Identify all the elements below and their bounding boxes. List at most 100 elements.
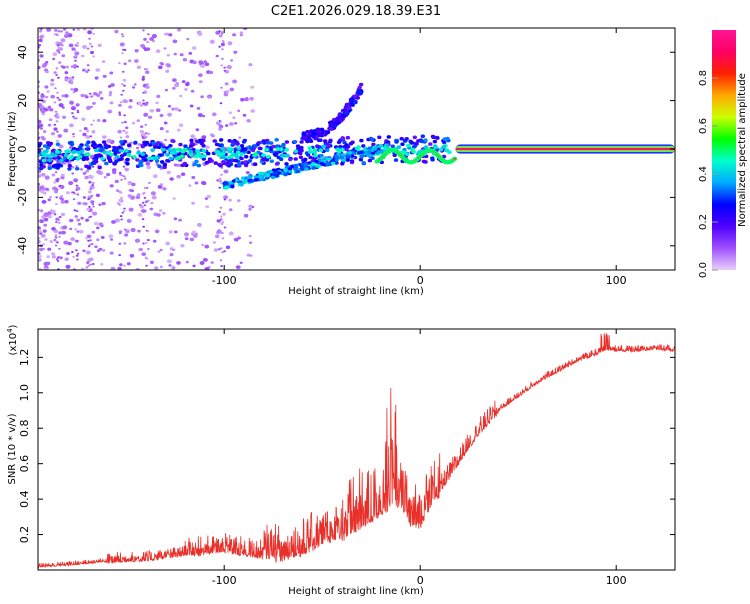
- heatmap-cell: [73, 87, 79, 92]
- heatmap-cell: [321, 144, 327, 149]
- heatmap-cell: [264, 172, 269, 177]
- snr-x-ticks: -100 0 100: [212, 329, 627, 587]
- y-tick-label: 40: [16, 45, 29, 59]
- heatmap-cell: [91, 203, 95, 206]
- heatmap-cell: [322, 132, 328, 137]
- heatmap-cell: [318, 138, 323, 142]
- heatmap-cell: [188, 184, 192, 187]
- heatmap-cell: [200, 95, 204, 99]
- heatmap-cell: [121, 121, 124, 124]
- heatmap-cell: [175, 81, 179, 85]
- heatmap-cell: [94, 159, 99, 164]
- heatmap-cell: [103, 176, 107, 179]
- heatmap-cell: [142, 99, 145, 102]
- heatmap-cell: [304, 167, 309, 171]
- heatmap-cell: [180, 244, 185, 248]
- y-tick-label: 0.8: [18, 419, 31, 437]
- heatmap-cell: [79, 168, 84, 171]
- heatmap-cell: [299, 148, 304, 153]
- heatmap-cell: [219, 102, 223, 105]
- heatmap-cell: [69, 101, 74, 105]
- heatmap-cell: [340, 161, 345, 166]
- heatmap-cell: [189, 138, 194, 143]
- heatmap-cell: [384, 143, 389, 148]
- heatmap-cell: [131, 182, 136, 187]
- heatmap-cell: [174, 107, 179, 111]
- heatmap-cell: [192, 264, 196, 268]
- heatmap-cell: [345, 158, 351, 162]
- heatmap-cell: [38, 80, 41, 84]
- heatmap-cell: [228, 162, 234, 167]
- heatmap-cell: [136, 119, 141, 122]
- heatmap-cell: [246, 119, 251, 123]
- heatmap-cell: [57, 30, 61, 33]
- heatmap-cell: [148, 115, 153, 119]
- heatmap-cell: [94, 245, 98, 248]
- heatmap-cell: [38, 144, 42, 148]
- heatmap-cell: [419, 139, 425, 144]
- heatmap-cell: [223, 195, 229, 200]
- heatmap-cell: [123, 84, 126, 87]
- heatmap-cell: [232, 79, 238, 84]
- heatmap-cell: [233, 50, 238, 54]
- heatmap-cell: [63, 28, 67, 31]
- heatmap-cell: [228, 231, 234, 236]
- heatmap-cell: [390, 144, 395, 149]
- heatmap-cell: [145, 161, 151, 166]
- heatmap-cell: [45, 187, 49, 191]
- heatmap-cell: [119, 157, 124, 161]
- heatmap-cell: [179, 53, 184, 57]
- heatmap-cell: [349, 102, 354, 106]
- heatmap-cell: [71, 112, 74, 115]
- heatmap-cell: [81, 44, 88, 49]
- heatmap-cell: [136, 193, 141, 197]
- heatmap-cell: [53, 33, 57, 36]
- heatmap-cell: [396, 145, 402, 150]
- heatmap-cell: [239, 31, 244, 35]
- snr-scale-label: (x104): [6, 324, 19, 355]
- heatmap-cell: [222, 213, 226, 216]
- heatmap-cell: [182, 161, 187, 166]
- y-tick-label: -20: [16, 188, 29, 206]
- heatmap-cell: [148, 143, 153, 147]
- heatmap-cell: [248, 63, 253, 67]
- spectrogram-x-ticks: -100 0 100: [212, 28, 627, 287]
- heatmap-cell: [65, 65, 70, 69]
- heatmap-cell: [142, 102, 145, 105]
- heatmap-cell: [91, 165, 95, 168]
- heatmap-cell: [135, 164, 141, 168]
- heatmap-cell: [218, 127, 222, 131]
- heatmap-cell: [345, 135, 351, 140]
- heatmap-cell: [80, 54, 85, 58]
- heatmap-cell: [428, 142, 433, 146]
- heatmap-cell: [145, 47, 151, 51]
- heatmap-cell: [169, 177, 174, 181]
- heatmap-cell: [73, 117, 76, 120]
- heatmap-cell: [445, 136, 450, 141]
- heatmap-cell: [213, 248, 219, 252]
- heatmap-cell: [121, 35, 125, 38]
- heatmap-cell: [264, 158, 270, 162]
- heatmap-cell: [200, 64, 206, 69]
- heatmap-cell: [87, 198, 90, 201]
- heatmap-cell: [308, 155, 313, 160]
- heatmap-cell: [133, 83, 137, 86]
- heatmap-cell: [72, 28, 76, 31]
- heatmap-cell: [43, 223, 48, 227]
- heatmap-cell: [53, 127, 58, 131]
- snr-series: [38, 333, 675, 569]
- heatmap-cell: [47, 154, 52, 159]
- heatmap-cell: [39, 54, 44, 58]
- heatmap-cell: [224, 185, 230, 190]
- heatmap-cell: [201, 243, 205, 247]
- heatmap-cell: [123, 114, 126, 117]
- heatmap-cell: [116, 219, 120, 223]
- heatmap-cell: [125, 157, 130, 162]
- heatmap-cell: [46, 28, 52, 32]
- heatmap-cell: [58, 247, 61, 250]
- heatmap-cell: [198, 60, 204, 65]
- heatmap-cell: [119, 136, 123, 139]
- heatmap-cell: [72, 105, 75, 108]
- heatmap-cell: [176, 174, 182, 179]
- heatmap-cell: [183, 144, 188, 148]
